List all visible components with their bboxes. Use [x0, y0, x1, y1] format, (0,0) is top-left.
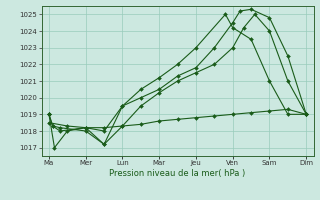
X-axis label: Pression niveau de la mer( hPa ): Pression niveau de la mer( hPa ) — [109, 169, 246, 178]
